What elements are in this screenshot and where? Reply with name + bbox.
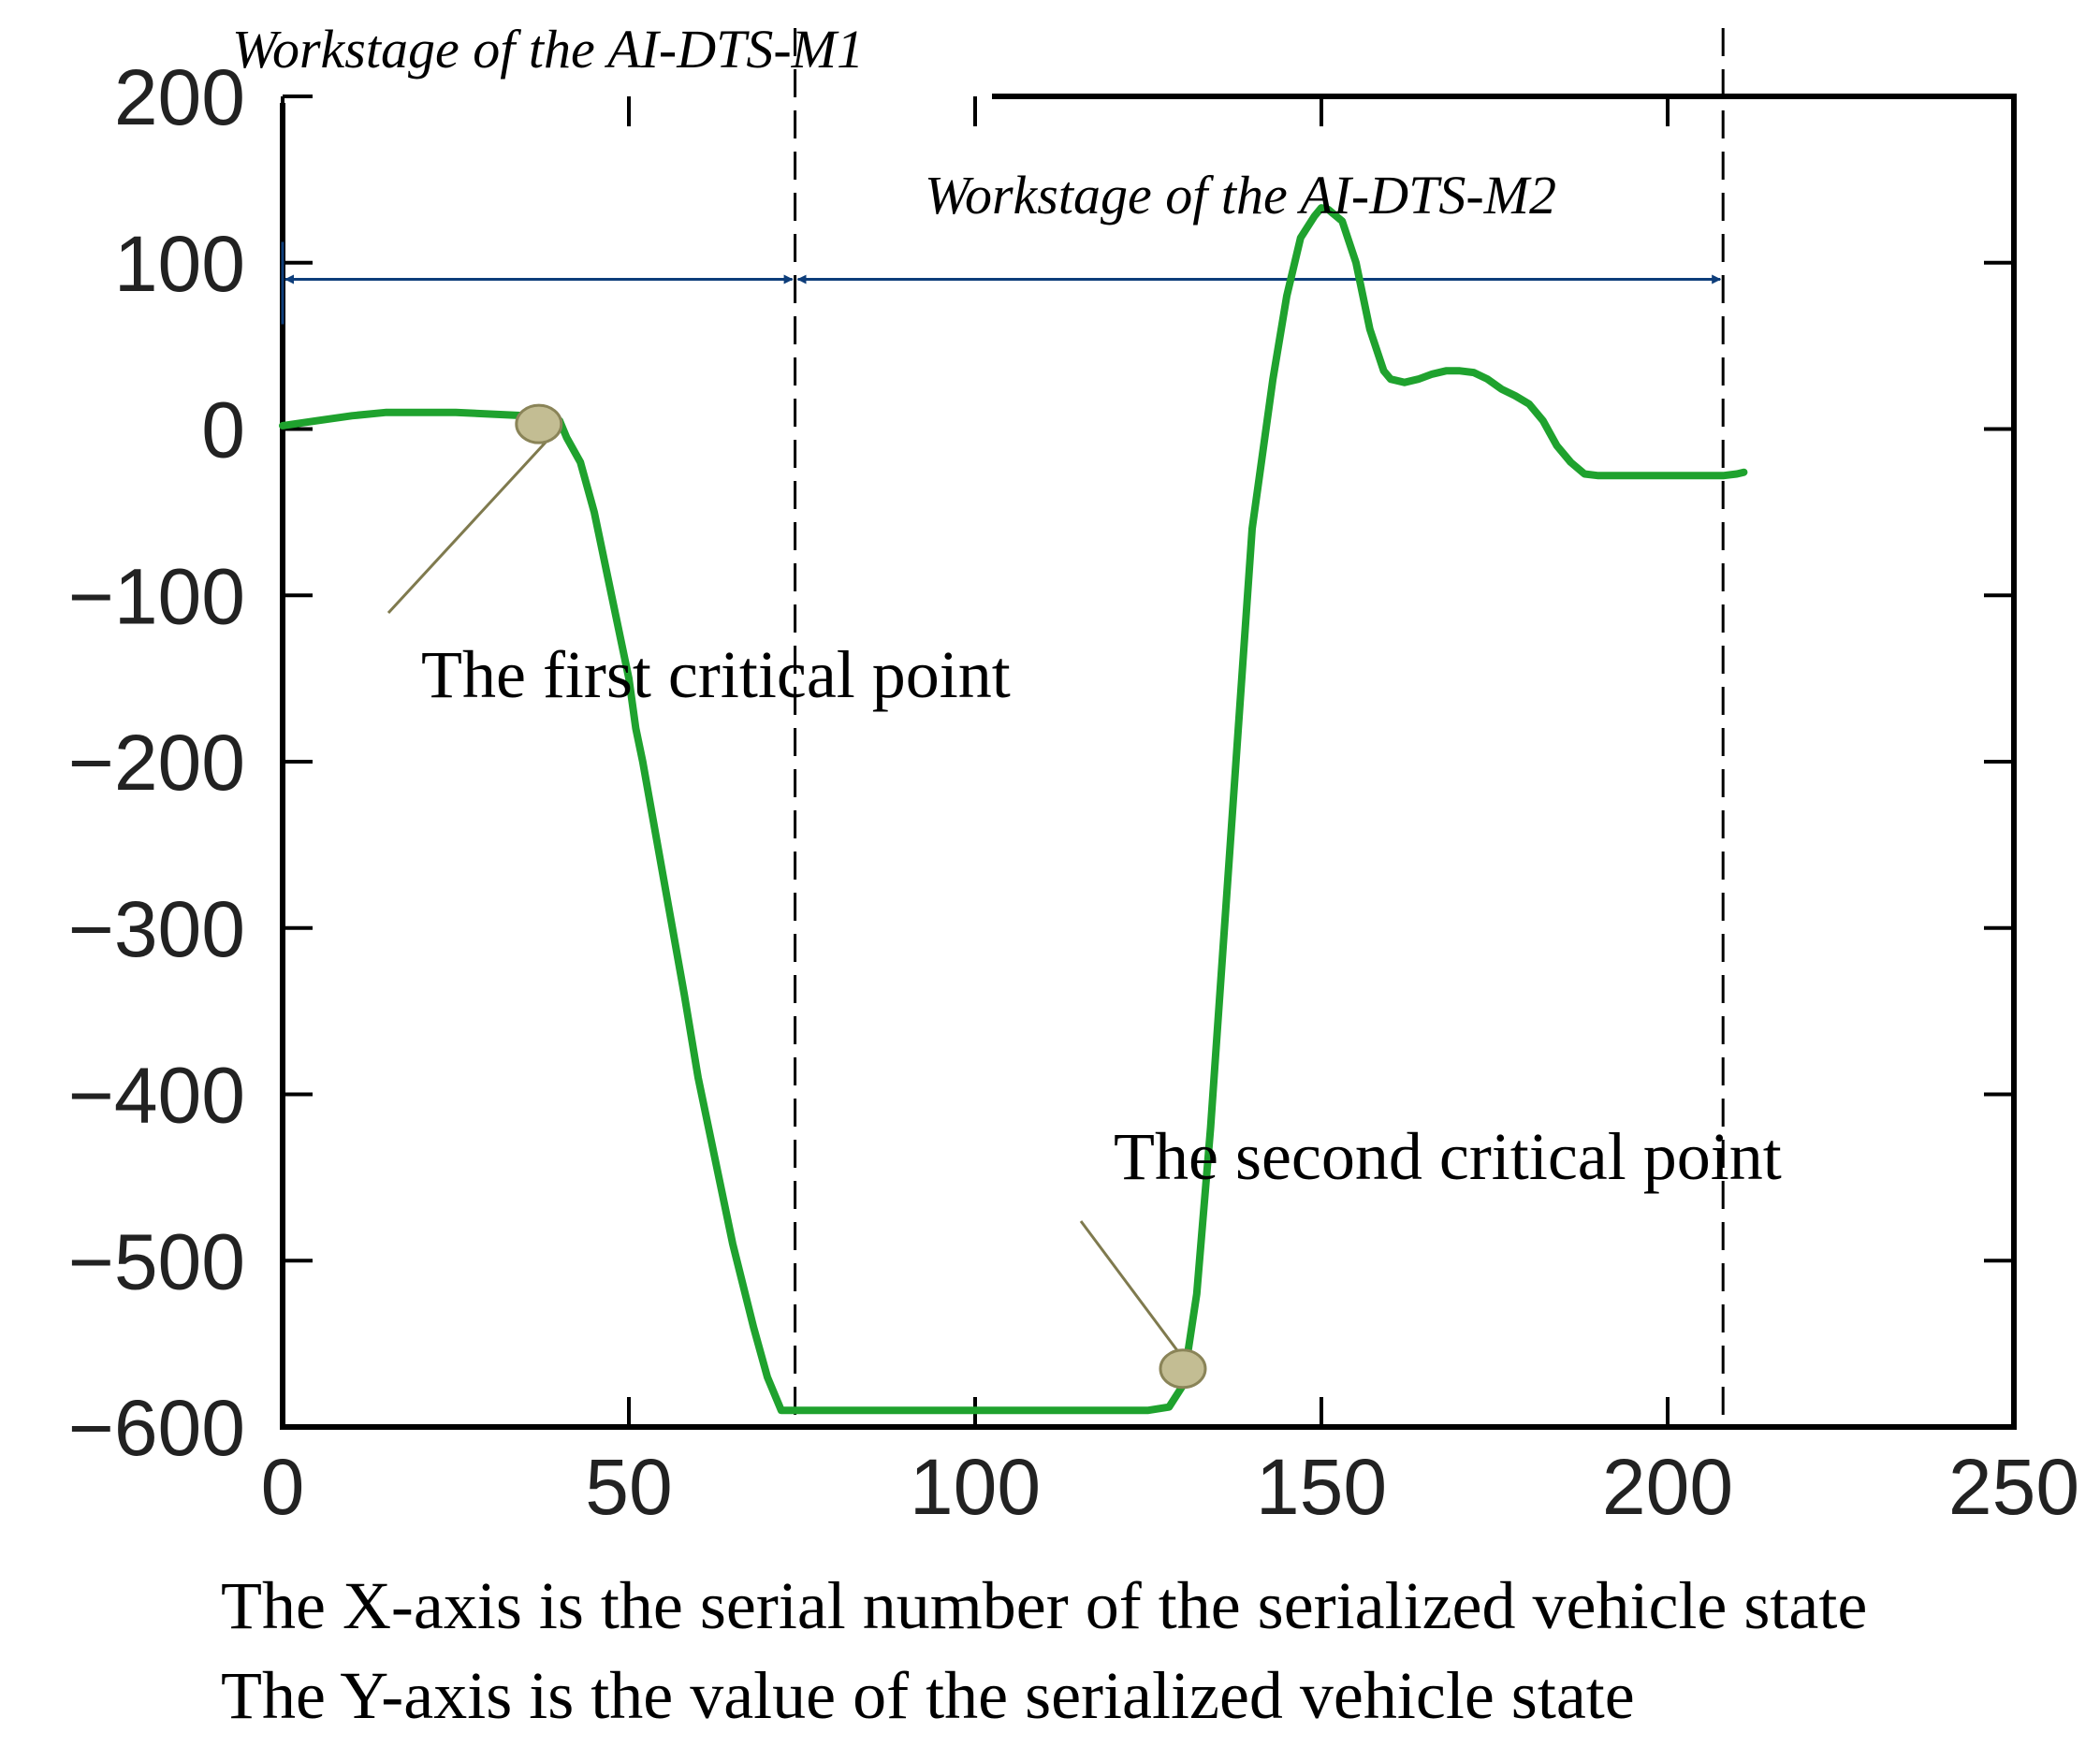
plot-frame [280,94,2017,1430]
critical-point-marker [1159,1348,1207,1390]
y-tick-label: 100 [114,220,245,308]
critical-point-label-first: The first critical point [421,637,1011,712]
title-mask [225,9,992,103]
stage-span-arrows [281,241,1722,325]
y-tick-label: −300 [68,885,245,973]
x-tick-label: 100 [910,1443,1041,1531]
critical-point-label-second: The second critical point [1114,1119,1782,1194]
y-axis-tick-labels: 200 100 0 −100 −200 −300 −400 −500 −600 [68,53,245,1472]
x-tick-label: 0 [261,1443,305,1531]
y-axis-note: The Y-axis is the value of the serialize… [221,1658,1635,1733]
critical-point-pointers [386,432,1200,1379]
x-tick-label: 150 [1256,1443,1387,1531]
critical-point-pointer [386,432,555,615]
x-axis-ticks [281,96,2016,1427]
x-axis-tick-labels: 0 50 100 150 200 250 [261,1443,2079,1531]
x-tick-label: 50 [585,1443,672,1531]
y-axis-ticks [283,95,2014,1429]
x-axis-note: The X-axis is the serial number of the s… [221,1568,1867,1643]
stage-boundaries [794,28,1725,1422]
y-tick-label: −600 [68,1384,245,1472]
y-tick-label: 200 [114,53,245,141]
critical-point-marker [515,403,563,444]
x-tick-label: 200 [1602,1443,1733,1531]
y-tick-label: −400 [68,1052,245,1140]
critical-point-markers [515,403,1207,1390]
y-tick-label: 0 [201,386,245,474]
series-line [279,204,1748,1415]
stage-label-m1: Workstage of the AI-DTS-M1 [232,19,864,80]
stage-label-m2: Workstage of the AI-DTS-M2 [925,165,1556,226]
x-tick-label: 250 [1948,1443,2079,1531]
y-tick-label: −500 [68,1217,245,1305]
y-tick-label: −100 [68,552,245,640]
y-tick-label: −200 [68,719,245,807]
